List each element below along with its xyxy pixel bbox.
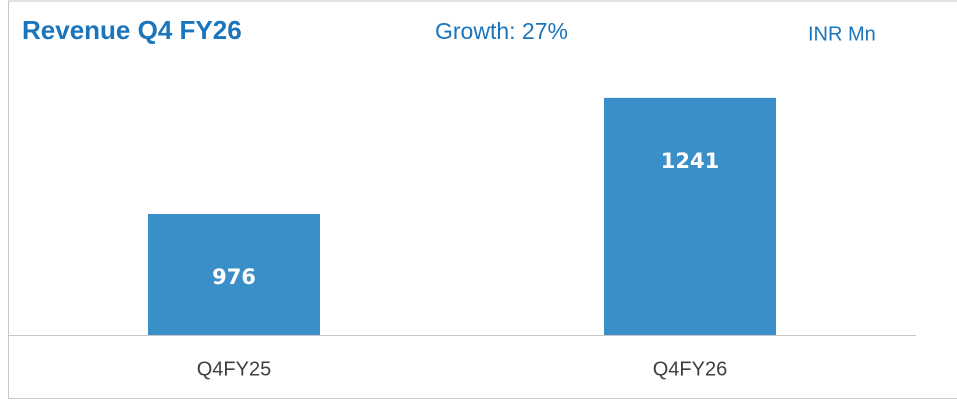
x-tick-label: Q4FY25 — [197, 358, 271, 380]
data-label: 976 — [212, 265, 256, 289]
bar — [604, 97, 776, 335]
unit-label: INR Mn — [808, 23, 876, 45]
data-label: 1241 — [661, 149, 719, 173]
x-tick-label: Q4FY26 — [653, 358, 727, 380]
growth-label: Growth: 27% — [435, 18, 568, 44]
bar — [148, 214, 320, 335]
chart-title: Revenue Q4 FY26 — [22, 15, 242, 45]
